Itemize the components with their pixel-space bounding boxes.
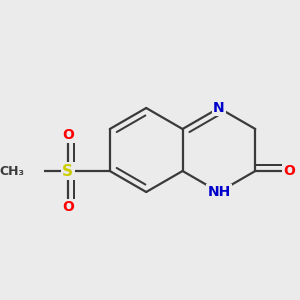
Text: NH: NH <box>207 185 231 199</box>
Text: CH₃: CH₃ <box>0 164 25 178</box>
Text: O: O <box>62 128 74 142</box>
Text: O: O <box>62 200 74 214</box>
Text: S: S <box>62 164 73 178</box>
Text: O: O <box>283 164 295 178</box>
Text: N: N <box>213 101 225 115</box>
